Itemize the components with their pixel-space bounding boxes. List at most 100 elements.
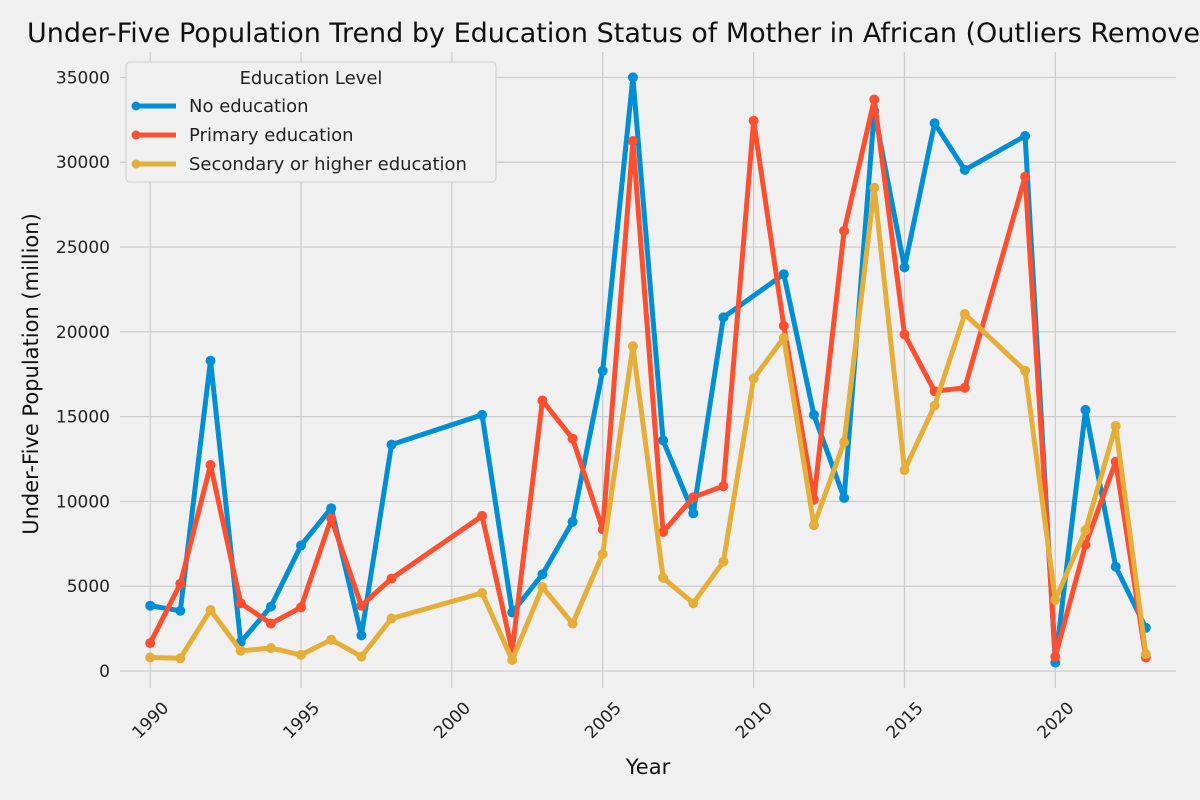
y-tick-label: 15000 xyxy=(56,408,110,428)
data-point xyxy=(929,118,940,129)
data-point xyxy=(477,510,488,521)
x-tick-label: 2000 xyxy=(430,698,475,743)
data-point xyxy=(597,365,608,376)
data-point xyxy=(778,332,789,343)
legend-label: Secondary or higher education xyxy=(189,154,467,175)
data-point xyxy=(627,72,638,83)
y-tick-label: 5000 xyxy=(67,577,110,597)
data-point xyxy=(899,262,910,273)
data-point xyxy=(235,598,246,609)
y-tick-label: 20000 xyxy=(56,323,110,343)
y-tick-label: 25000 xyxy=(56,238,110,258)
data-point xyxy=(869,94,880,105)
x-tick-label: 2020 xyxy=(1034,698,1079,743)
series-secondary-or-higher-education xyxy=(145,182,1151,665)
data-point xyxy=(959,309,970,319)
data-point xyxy=(658,435,669,446)
data-point xyxy=(899,465,910,476)
y-tick-label: 30000 xyxy=(56,153,110,173)
series-no-education xyxy=(145,72,1151,668)
data-point xyxy=(1080,404,1091,415)
x-tick-label: 1995 xyxy=(279,698,324,743)
data-point xyxy=(1020,131,1031,141)
data-point xyxy=(658,527,669,537)
legend: Education Level No education Primary educ… xyxy=(125,61,497,183)
data-point xyxy=(265,601,276,612)
legend-title: Education Level xyxy=(240,68,383,89)
data-point xyxy=(959,164,970,175)
data-point xyxy=(1080,525,1091,536)
legend-label: Primary education xyxy=(189,125,354,146)
data-point xyxy=(748,115,759,126)
data-point xyxy=(175,605,186,616)
data-point xyxy=(507,655,518,665)
y-axis-label: Under-Five Population (million) xyxy=(19,213,43,535)
data-point xyxy=(567,516,578,527)
legend-marker xyxy=(131,159,141,169)
data-point xyxy=(839,493,850,503)
data-point xyxy=(205,460,216,470)
data-point xyxy=(839,437,850,448)
data-point xyxy=(718,312,729,323)
series-layer xyxy=(145,72,1151,668)
chart-title: Under-Five Population Trend by Education… xyxy=(27,18,1200,49)
data-point xyxy=(175,653,186,664)
data-point xyxy=(688,598,699,609)
data-point xyxy=(537,395,548,406)
data-point xyxy=(356,600,367,611)
data-point xyxy=(326,503,337,514)
x-tick-label: 2010 xyxy=(732,698,777,743)
legend-box xyxy=(125,61,497,183)
data-point xyxy=(477,588,488,598)
data-point xyxy=(718,481,729,492)
data-point xyxy=(597,549,608,559)
data-point xyxy=(356,630,367,641)
legend-entry: No education xyxy=(131,96,309,117)
data-point xyxy=(808,409,819,420)
data-point xyxy=(356,651,367,662)
data-point xyxy=(265,618,276,629)
data-point xyxy=(537,582,548,593)
x-axis-label: Year xyxy=(625,755,671,779)
data-point xyxy=(386,613,397,624)
x-tick-labels: 1990 1995 2000 2005 2010 2015 2020 xyxy=(129,698,1079,743)
data-point xyxy=(959,382,970,393)
data-point xyxy=(205,605,216,615)
data-point xyxy=(205,355,216,366)
data-point xyxy=(1140,649,1151,660)
data-point xyxy=(869,182,880,193)
data-point xyxy=(688,508,699,519)
data-point xyxy=(688,492,699,503)
x-tick-label: 2005 xyxy=(581,698,626,743)
data-point xyxy=(296,649,306,660)
data-point xyxy=(627,341,638,352)
data-point xyxy=(567,433,578,444)
data-point xyxy=(808,520,819,531)
data-point xyxy=(145,638,156,649)
data-point xyxy=(386,439,397,450)
legend-entry: Secondary or higher education xyxy=(131,154,467,175)
data-point xyxy=(929,400,940,411)
legend-entry: Primary education xyxy=(131,125,354,146)
y-tick-label: 0 xyxy=(99,662,110,682)
y-tick-label: 10000 xyxy=(56,492,110,512)
data-point xyxy=(145,652,156,663)
data-point xyxy=(1020,171,1031,182)
y-tick-label: 35000 xyxy=(56,68,110,88)
data-point xyxy=(1050,594,1061,605)
data-point xyxy=(839,225,850,236)
data-point xyxy=(265,643,276,654)
series-line xyxy=(147,74,1149,666)
data-point xyxy=(748,373,759,384)
data-point xyxy=(326,634,337,645)
data-point xyxy=(477,409,488,420)
data-point xyxy=(1020,365,1031,376)
legend-marker xyxy=(131,101,141,111)
data-point xyxy=(175,578,186,589)
y-tick-labels: 0 5000 10000 15000 20000 25000 30000 35000 xyxy=(56,68,110,682)
data-point xyxy=(235,645,246,656)
data-point xyxy=(1050,651,1061,662)
data-point xyxy=(899,329,910,340)
data-point xyxy=(386,573,397,584)
